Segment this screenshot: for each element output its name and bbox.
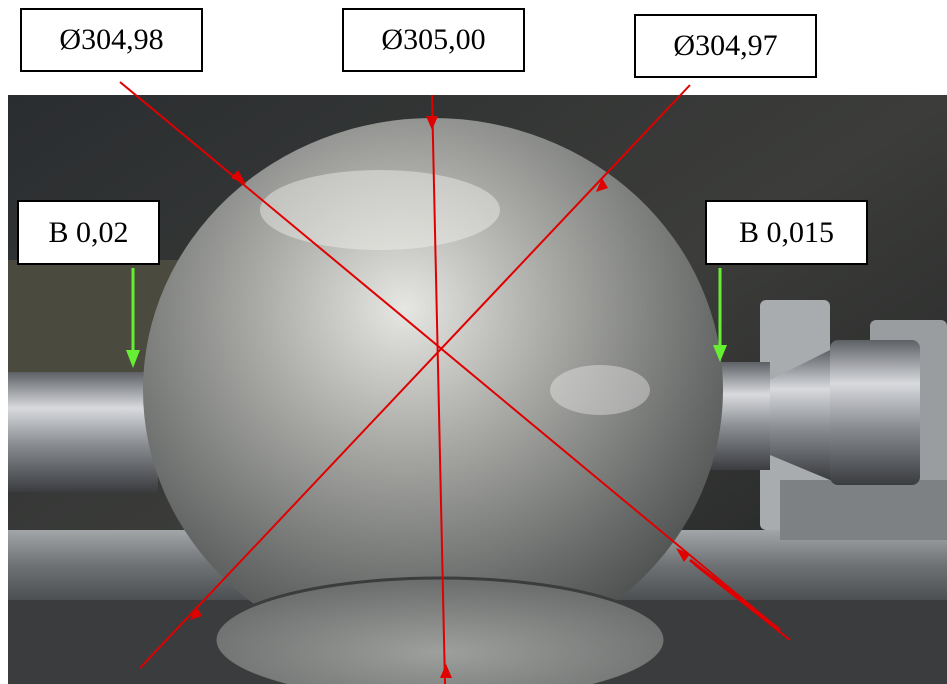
diameter-label-center: Ø305,00 <box>342 8 525 72</box>
diameter-label-left: Ø304,98 <box>20 8 203 72</box>
diameter-label-right: Ø304,97 <box>634 14 817 78</box>
runout-label-left: B 0,02 <box>17 200 160 265</box>
runout-label-right: B 0,015 <box>705 200 868 265</box>
